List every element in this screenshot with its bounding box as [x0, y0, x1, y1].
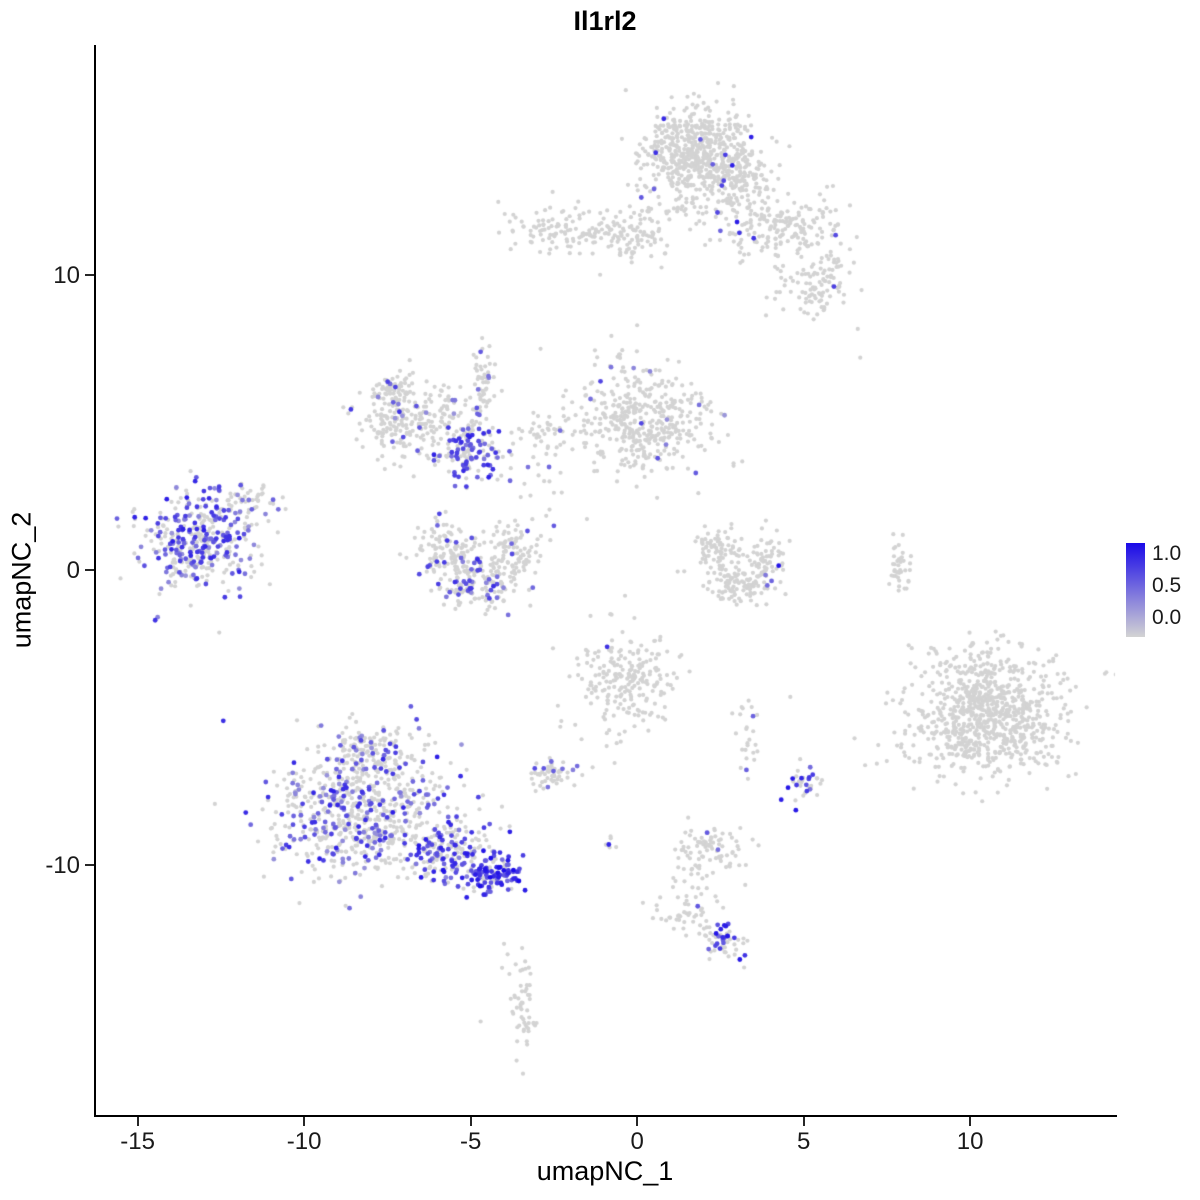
x-tick-mark [802, 1117, 805, 1126]
plot-title: Il1rl2 [573, 6, 637, 36]
y-tick-mark [85, 569, 94, 572]
legend-tick-label: 1.0 [1152, 542, 1182, 565]
x-tick-label: 0 [630, 1128, 644, 1155]
x-tick-label: 5 [796, 1128, 811, 1155]
x-tick-mark [136, 1117, 139, 1126]
y-tick-mark [85, 274, 94, 277]
x-tick-mark [969, 1117, 972, 1126]
x-axis-label: umapNC_1 [536, 1156, 674, 1186]
legend-colorbar [1126, 543, 1145, 637]
y-tick-mark [85, 864, 94, 867]
y-tick-label: 0 [66, 557, 80, 585]
x-tick-mark [303, 1117, 306, 1126]
x-tick-mark [636, 1117, 639, 1126]
y-tick-label: 10 [53, 262, 80, 290]
legend-tick-label: 0.0 [1152, 606, 1182, 629]
x-tick-label: -5 [459, 1128, 482, 1155]
x-tick-mark [469, 1117, 472, 1126]
legend-labels: 1.0 0.5 0.0 [1152, 543, 1200, 637]
x-tick-label: 10 [956, 1128, 984, 1155]
x-tick-label: -10 [286, 1128, 322, 1155]
y-tick-label: -10 [45, 852, 80, 880]
x-tick-label: -15 [120, 1128, 155, 1155]
legend-tick-label: 0.5 [1152, 574, 1182, 597]
